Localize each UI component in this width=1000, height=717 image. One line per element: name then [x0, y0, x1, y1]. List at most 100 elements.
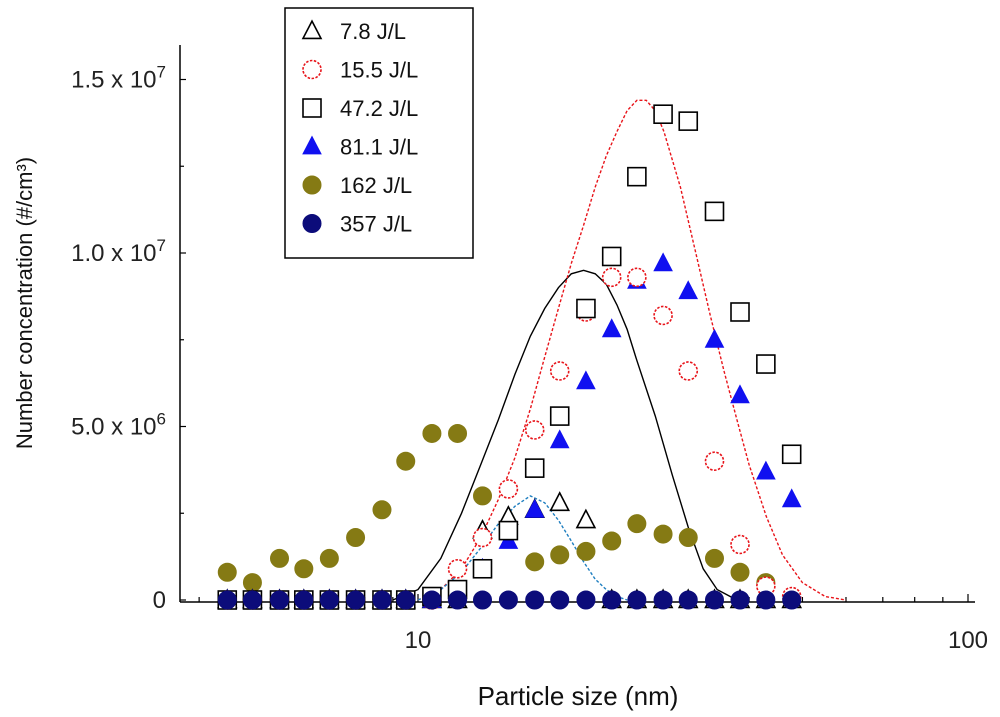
- x-tick-label: 10: [405, 627, 432, 654]
- data-point: [704, 548, 724, 568]
- legend-label: 81.1 J/L: [340, 135, 418, 160]
- data-point: [704, 451, 725, 472]
- data-point: [525, 552, 545, 572]
- data-point: [678, 361, 699, 381]
- data-point: [781, 488, 802, 508]
- data-point: [576, 541, 596, 561]
- data-point: [498, 590, 518, 610]
- data-point: [601, 318, 622, 338]
- legend-label: 162 J/L: [340, 173, 412, 198]
- data-point: [704, 201, 725, 222]
- y-axis-title: Number concentration (#/cm³): [12, 157, 37, 449]
- data-point: [550, 545, 570, 565]
- legend-marker: [302, 214, 322, 233]
- data-point: [678, 280, 699, 300]
- legend-marker: [302, 135, 322, 155]
- data-point: [678, 111, 699, 131]
- data-point: [472, 590, 492, 610]
- legend-marker: [302, 59, 322, 80]
- data-point: [678, 590, 698, 610]
- legend-label: 357 J/L: [340, 212, 412, 237]
- data-point: [730, 590, 750, 610]
- series-4: [217, 423, 776, 593]
- data-point: [396, 590, 416, 610]
- plot-area: 10 100 0 5.0 x 106 1.0 x 107 1.5 x 107: [71, 45, 988, 654]
- data-point: [294, 559, 314, 579]
- data-point: [319, 590, 339, 610]
- data-point: [270, 548, 290, 568]
- data-point: [627, 267, 647, 288]
- data-point: [525, 590, 545, 610]
- data-point: [781, 444, 802, 465]
- data-point: [448, 423, 468, 443]
- data-markers: [216, 104, 803, 610]
- data-point: [472, 527, 493, 548]
- data-point: [627, 166, 647, 187]
- data-point: [575, 508, 597, 529]
- data-point: [704, 328, 725, 348]
- data-point: [653, 524, 673, 544]
- legend-label: 15.5 J/L: [340, 58, 418, 83]
- data-point: [549, 429, 570, 449]
- data-point: [217, 562, 237, 582]
- data-point: [372, 500, 392, 520]
- data-point: [730, 302, 750, 322]
- data-point: [372, 590, 392, 610]
- data-point: [549, 406, 570, 426]
- x-axis-title: Particle size (nm): [478, 681, 679, 711]
- data-point: [448, 590, 468, 610]
- legend-marker: [301, 19, 323, 40]
- data-point: [346, 590, 366, 610]
- data-point: [756, 590, 776, 610]
- data-point: [524, 420, 545, 440]
- data-point: [627, 514, 647, 534]
- data-point: [576, 370, 596, 390]
- data-point: [627, 590, 647, 610]
- data-point: [217, 590, 237, 610]
- data-point: [601, 267, 622, 288]
- data-point: [242, 590, 262, 610]
- x-tick-label: 100: [948, 627, 988, 654]
- data-point: [602, 531, 622, 551]
- data-point: [550, 590, 570, 610]
- data-point: [782, 590, 802, 610]
- fit-curve: [417, 99, 847, 601]
- data-point: [653, 104, 673, 124]
- data-point: [524, 498, 545, 518]
- legend: 7.8 J/L 15.5 J/L 47.2 J/L 81.1 J/L 162 J/L 35…: [284, 7, 474, 259]
- fit-curve: [417, 495, 628, 601]
- data-point: [472, 558, 493, 579]
- data-point: [576, 590, 596, 610]
- data-point: [422, 423, 442, 443]
- data-point: [472, 486, 492, 506]
- legend-items: 7.8 J/L 15.5 J/L 47.2 J/L 81.1 J/L 162 J/L 35…: [301, 19, 418, 237]
- y-ticks: 0 5.0 x 106 1.0 x 107 1.5 x 107: [71, 63, 186, 614]
- data-point: [602, 590, 622, 610]
- fit-curve: [392, 269, 750, 601]
- data-point: [653, 590, 673, 610]
- legend-label: 7.8 J/L: [340, 19, 406, 44]
- y-tick-label: 1.0 x 107: [71, 236, 166, 267]
- data-point: [447, 558, 468, 579]
- data-point: [270, 590, 290, 610]
- data-point: [549, 491, 571, 512]
- data-point: [730, 384, 750, 404]
- data-point: [319, 548, 339, 568]
- data-point: [601, 246, 622, 267]
- y-tick-label: 0: [153, 587, 166, 614]
- data-point: [678, 528, 698, 548]
- data-point: [653, 252, 673, 272]
- y-tick-label: 1.5 x 107: [71, 63, 166, 94]
- data-point: [653, 305, 673, 326]
- data-point: [294, 590, 314, 610]
- data-point: [549, 361, 570, 381]
- legend-marker: [302, 175, 322, 195]
- x-ticks: 10 100: [198, 594, 988, 654]
- legend-label: 47.2 J/L: [340, 96, 418, 121]
- data-point: [396, 451, 416, 471]
- legend-marker: [302, 98, 322, 118]
- data-point: [498, 479, 519, 499]
- data-point: [756, 460, 776, 480]
- data-point: [346, 528, 366, 548]
